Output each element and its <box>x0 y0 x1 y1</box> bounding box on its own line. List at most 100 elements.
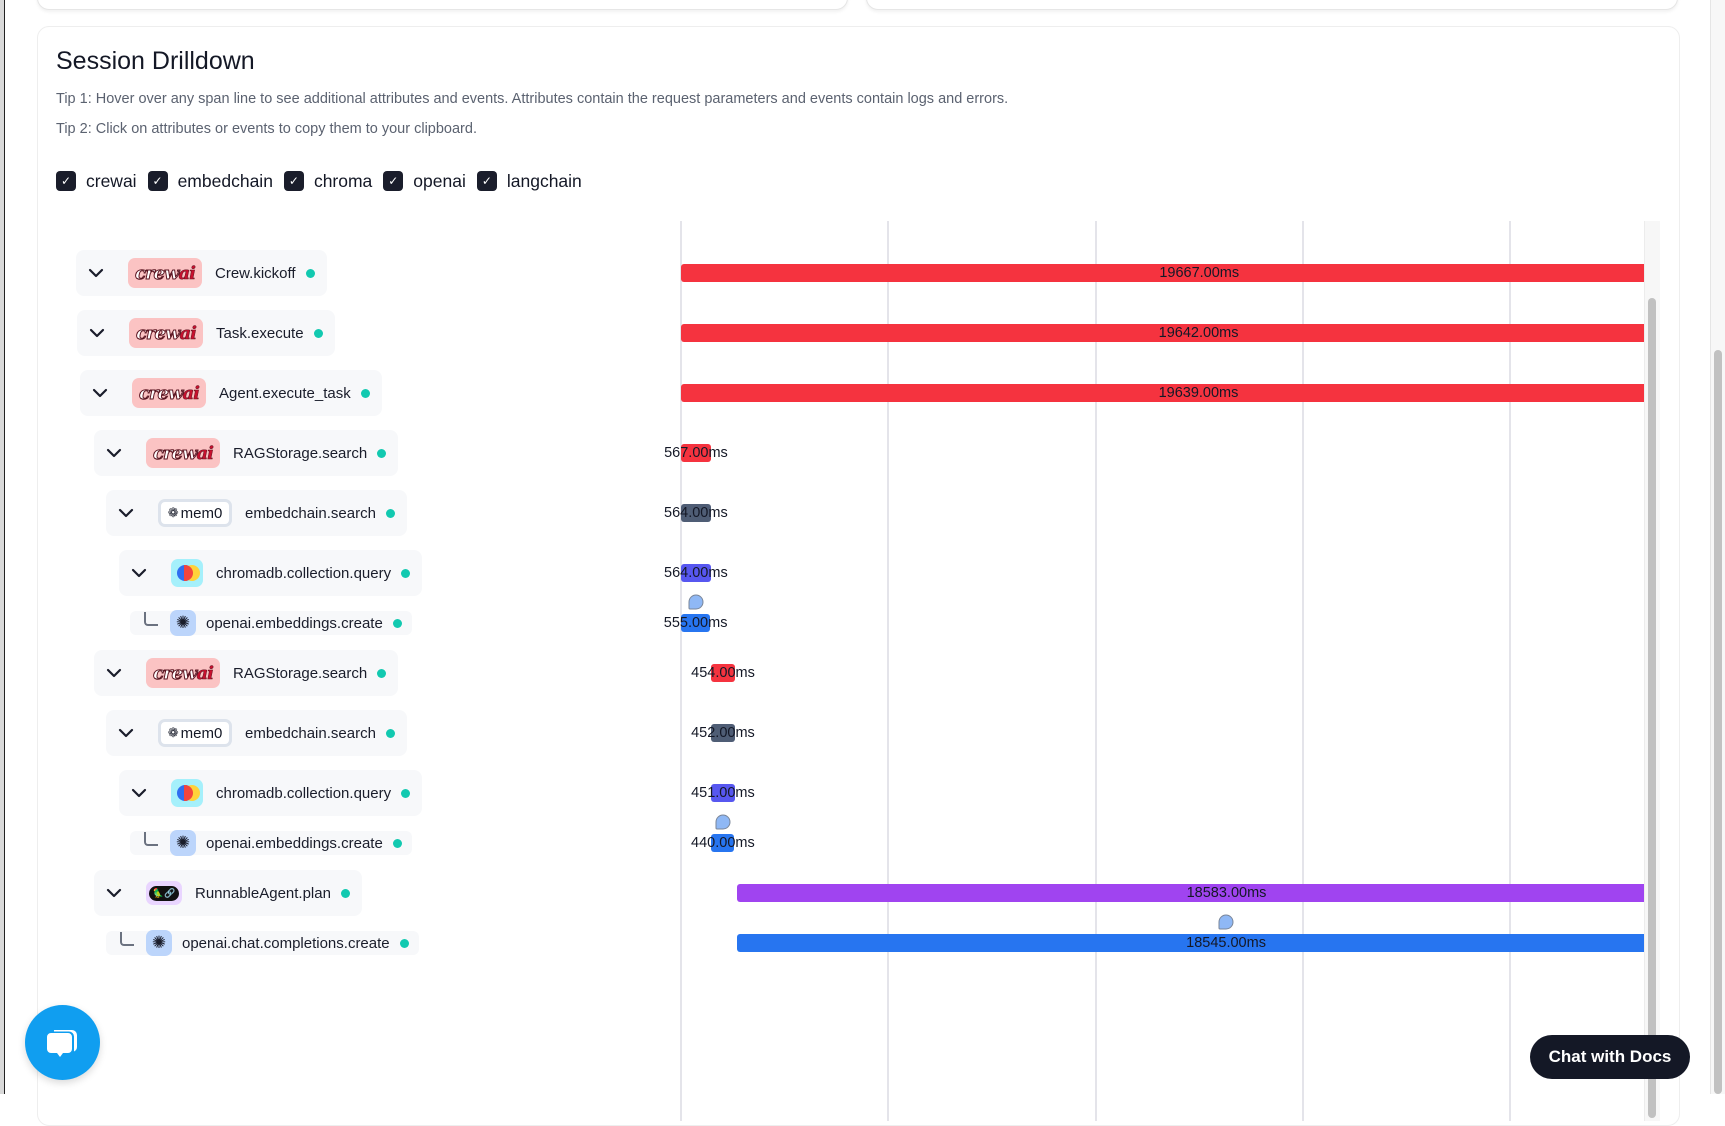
filter-embedchain[interactable]: ✓ embedchain <box>147 170 273 192</box>
span-duration-bar[interactable] <box>711 834 735 852</box>
chat-with-docs-button[interactable]: Chat with Docs <box>1530 1035 1690 1079</box>
span-name: RunnableAgent.plan <box>195 884 331 902</box>
status-dot <box>305 268 315 278</box>
span-duration-bar[interactable] <box>736 884 1644 902</box>
span-duration-bar[interactable] <box>681 504 711 522</box>
timeline-gridline <box>1095 221 1097 1121</box>
span-row: ✺ openai.chat.completions.create 18545.00m… <box>0 914 1725 963</box>
status-dot <box>401 788 411 798</box>
checkbox-checked-icon[interactable]: ✓ <box>383 171 404 191</box>
span-tree: crewai Crew.kickoff 19667.00ms crewai Task.e… <box>0 243 1725 963</box>
span-node[interactable]: crewai Agent.execute_task <box>80 370 382 416</box>
section-title: Session Drilldown <box>56 47 255 75</box>
chevron-down-icon[interactable] <box>104 883 124 903</box>
chevron-down-icon[interactable] <box>87 323 107 343</box>
chevron-down-icon[interactable] <box>104 443 124 463</box>
span-row: crewai Task.execute 19642.00ms <box>0 303 1725 363</box>
span-node[interactable]: ❁ mem0 embedchain.search <box>106 490 407 536</box>
span-node[interactable]: crewai Crew.kickoff <box>76 250 327 296</box>
chevron-down-icon[interactable] <box>129 563 149 583</box>
chevron-down-icon[interactable] <box>116 723 136 743</box>
provider-filters: ✓ crewai ✓ embedchain ✓ chroma ✓ openai ✓ langcha… <box>56 170 593 192</box>
filter-label: embedchain <box>177 170 273 191</box>
span-duration-bar[interactable] <box>737 934 1644 952</box>
span-duration-bar[interactable] <box>681 444 711 462</box>
span-node[interactable]: chromadb.collection.query <box>119 550 423 596</box>
checkbox-checked-icon[interactable]: ✓ <box>283 171 304 191</box>
status-dot <box>377 448 387 458</box>
span-name: chromadb.collection.query <box>216 784 392 802</box>
span-row: 🦜🔗 RunnableAgent.plan 18583.00ms <box>0 863 1725 923</box>
status-dot <box>385 508 395 518</box>
span-name: embedchain.search <box>245 504 376 522</box>
timeline-scrollbar-thumb[interactable] <box>1648 298 1656 1118</box>
event-marker-icon[interactable] <box>1218 914 1234 930</box>
previous-card-right <box>866 0 1678 10</box>
event-marker-icon[interactable] <box>688 594 704 610</box>
openai-logo-icon: ✺ <box>170 610 196 636</box>
span-duration-bar[interactable] <box>681 564 711 582</box>
crewai-logo: crewai <box>128 258 202 288</box>
span-node[interactable]: ✺ openai.embeddings.create <box>130 830 412 856</box>
span-node[interactable]: crewai RAGStorage.search <box>94 650 399 696</box>
timeline-gridline <box>680 221 682 1121</box>
filter-chroma[interactable]: ✓ chroma <box>283 170 373 192</box>
span-name: Agent.execute_task <box>219 384 351 402</box>
span-node[interactable]: chromadb.collection.query <box>119 770 423 816</box>
span-node[interactable]: 🦜🔗 RunnableAgent.plan <box>94 870 362 916</box>
span-name: chromadb.collection.query <box>216 564 392 582</box>
tree-connector-icon <box>144 832 158 846</box>
tree-connector-icon <box>144 612 158 626</box>
chroma-logo <box>171 779 203 807</box>
span-duration-bar[interactable] <box>711 784 735 802</box>
checkbox-checked-icon[interactable]: ✓ <box>56 171 76 191</box>
chevron-down-icon[interactable] <box>116 503 136 523</box>
span-node[interactable]: ✺ openai.embeddings.create <box>130 610 412 636</box>
chevron-down-icon[interactable] <box>86 263 106 283</box>
status-dot <box>340 888 350 898</box>
page-scrollbar-thumb[interactable] <box>1714 350 1722 1094</box>
chevron-down-icon[interactable] <box>104 663 124 683</box>
chevron-down-icon[interactable] <box>129 783 149 803</box>
langchain-logo: 🦜🔗 <box>146 881 182 905</box>
span-duration-bar[interactable] <box>711 724 735 742</box>
status-dot <box>360 388 370 398</box>
tree-connector-icon <box>120 932 134 946</box>
chroma-logo <box>171 559 203 587</box>
span-name: RAGStorage.search <box>233 444 368 462</box>
checkbox-checked-icon[interactable]: ✓ <box>147 171 168 191</box>
chevron-down-icon[interactable] <box>90 383 110 403</box>
filter-label: crewai <box>86 170 137 191</box>
event-marker-icon[interactable] <box>715 814 731 830</box>
mem0-logo: ❁ mem0 <box>158 499 232 527</box>
span-row: crewai RAGStorage.search 567.00ms <box>0 423 1725 483</box>
filter-label: chroma <box>313 170 373 191</box>
span-duration-bar[interactable] <box>681 384 1644 402</box>
chat-support-button[interactable] <box>25 1005 100 1080</box>
span-duration-bar[interactable] <box>711 664 735 682</box>
checkbox-checked-icon[interactable]: ✓ <box>476 171 497 191</box>
openai-logo-icon: ✺ <box>146 930 172 956</box>
span-node[interactable]: crewai RAGStorage.search <box>94 430 399 476</box>
span-node[interactable]: crewai Task.execute <box>77 310 335 356</box>
span-node[interactable]: ✺ openai.chat.completions.create <box>106 930 419 956</box>
filter-label: langchain <box>506 170 582 191</box>
filter-langchain[interactable]: ✓ langchain <box>476 170 582 192</box>
timeline-gridline <box>1509 221 1511 1121</box>
filter-openai[interactable]: ✓ openai <box>383 171 466 192</box>
status-dot <box>399 938 409 948</box>
span-duration-bar[interactable] <box>681 324 1644 342</box>
span-row: chromadb.collection.query 451.00ms <box>0 763 1725 823</box>
span-row: ❁ mem0 embedchain.search 452.00ms <box>0 703 1725 763</box>
crewai-logo: crewai <box>146 658 220 688</box>
openai-logo-icon: ✺ <box>170 830 196 856</box>
timeline-gridline <box>1302 221 1304 1121</box>
span-duration-bar[interactable] <box>681 264 1644 282</box>
span-row: crewai Crew.kickoff 19667.00ms <box>0 243 1725 303</box>
previous-card-left <box>37 0 848 10</box>
span-row: crewai Agent.execute_task 19639.00ms <box>0 363 1725 423</box>
status-dot <box>385 728 395 738</box>
filter-crewai[interactable]: ✓ crewai <box>56 171 137 192</box>
span-node[interactable]: ❁ mem0 embedchain.search <box>106 710 407 756</box>
span-duration-bar[interactable] <box>681 614 711 632</box>
